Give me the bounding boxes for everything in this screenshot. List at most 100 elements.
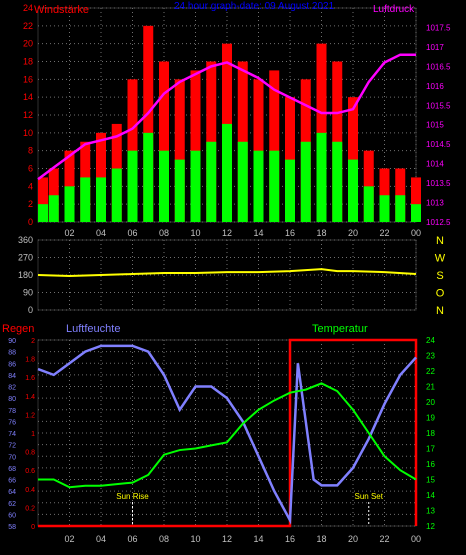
x-tick-label: 18: [316, 534, 326, 544]
sun-marker-label: Sun Set: [355, 492, 384, 501]
humidity-tick-label: 62: [8, 501, 16, 508]
y-tick-label-left: 16: [23, 74, 33, 84]
y-tick-label-left: 90: [23, 288, 33, 298]
y-tick-label-right: 1012.5: [426, 218, 451, 227]
rain-tick-label: 0.4: [25, 487, 35, 494]
humidity-tick-label: 66: [8, 478, 16, 485]
temperature-tick-label: 13: [426, 507, 435, 516]
y-tick-label-left: 24: [23, 3, 33, 13]
temperature-tick-label: 15: [426, 476, 435, 485]
humidity-line: [37, 344, 417, 525]
wind-gust-bar: [174, 79, 185, 222]
wind-mean-bar: [269, 150, 280, 222]
humidity-tick-label: 78: [8, 408, 16, 415]
y-tick-label-left: 270: [18, 253, 33, 263]
humidity-tick-label: 70: [8, 454, 16, 461]
y-tick-label-left: 20: [23, 39, 33, 49]
wind-mean-bar: [253, 150, 264, 222]
wind-mean-bar: [237, 141, 248, 222]
y-tick-label-left: 2: [28, 199, 33, 209]
temperature-tick-label: 24: [426, 336, 435, 345]
temperature-tick-label: 20: [426, 398, 435, 407]
x-tick-label: 14: [253, 534, 263, 544]
y-tick-label-right: 1014.5: [426, 140, 451, 149]
humidity-axis-ticks: 58 60 62 64 66 68 70 72 74 76 78 80 82 84 86 88 90: [8, 338, 16, 531]
temperature-tick-label: 12: [426, 522, 435, 531]
x-tick-label: 22: [379, 228, 389, 238]
temperature-tick-label: 22: [426, 367, 435, 376]
rain-tick-label: 0: [31, 524, 35, 531]
wind-mean-bar: [222, 123, 232, 222]
y-tick-label-left: 18: [23, 57, 33, 67]
y-tick-label-left: 4: [28, 181, 33, 191]
rain-tick-label: 2: [31, 338, 35, 345]
temperature-axis-ticks: 12 13 14 15 16 17 18 19 20 21 22 23 24: [426, 336, 435, 531]
y-tick-label-right: 1017: [426, 43, 444, 52]
rain-label: Regen: [2, 323, 34, 335]
y-tick-label-left: 10: [23, 128, 33, 138]
y-tick-label-left: 8: [28, 146, 33, 156]
rain-tick-label: 1.4: [25, 394, 35, 401]
y-tick-label-right: 1013: [426, 199, 444, 208]
x-tick-label: 06: [127, 228, 137, 238]
left-axis-label: Windstärke: [34, 4, 89, 16]
right-axis-ticks: 1012.5 1013 1013.5 1014 1014.5 1015 1015.5 1016…: [426, 23, 451, 227]
compass-label: S: [436, 270, 443, 282]
x-tick-label: 10: [190, 228, 200, 238]
rain-tick-label: 1.6: [25, 375, 35, 382]
wind-mean-bar: [363, 186, 374, 222]
wind-gust-bar: [269, 70, 280, 223]
y-tick-label-left: 360: [18, 235, 33, 245]
pressure-line: [37, 53, 416, 181]
rain-line: [38, 338, 418, 528]
humidity-tick-label: 80: [8, 396, 16, 403]
x-tick-label: 18: [316, 228, 326, 238]
x-tick-label: 16: [285, 228, 295, 238]
wind-mean-bar: [332, 141, 343, 222]
wind-gust-bar: [190, 70, 201, 223]
compass-label: N: [436, 305, 444, 317]
wind-mean-bar: [300, 141, 311, 222]
x-axis-ticks: 02 04 06 08 10 12 14 16 18 20 22 00: [64, 228, 421, 238]
y-tick-label-right: 1015: [426, 121, 444, 130]
y-tick-label-left: 180: [18, 270, 33, 280]
y-tick-label-left: 22: [23, 21, 33, 31]
temperature-line: [38, 382, 417, 489]
wind-mean-bar: [411, 204, 421, 222]
wind-mean-bar: [174, 159, 185, 222]
wind-mean-bar: [143, 132, 154, 222]
x-axis-ticks: 02 04 06 08 10 12 14 16 18 20 22 00: [64, 534, 421, 544]
y-tick-label-left: 14: [23, 92, 33, 102]
wind-mean-bar: [48, 195, 59, 222]
humidity-tick-label: 76: [8, 419, 16, 426]
rain-tick-label: 0.8: [25, 450, 35, 457]
x-tick-label: 08: [159, 228, 169, 238]
x-tick-label: 20: [348, 228, 358, 238]
humidity-tick-label: 58: [8, 524, 16, 531]
wind-mean-bar: [285, 159, 295, 222]
compass-label: W: [435, 253, 446, 265]
wind-mean-bar: [127, 150, 138, 222]
sun-markers: Sun Rise Sun Set: [116, 492, 384, 526]
x-tick-label: 12: [222, 228, 232, 238]
humidity-tick-label: 68: [8, 466, 16, 473]
humidity-tick-label: 72: [8, 443, 16, 450]
compass-label: N: [436, 235, 444, 247]
right-axis-label: Luftdruck: [373, 4, 415, 15]
y-tick-label-right: 1015.5: [426, 101, 451, 110]
wind-gust-bar: [159, 61, 169, 222]
x-tick-label: 22: [379, 534, 389, 544]
temperature-tick-label: 19: [426, 414, 435, 423]
wind-mean-bar: [111, 168, 122, 222]
wind-gust-bar: [143, 25, 154, 223]
temperature-tick-label: 21: [426, 383, 435, 392]
humidity-tick-label: 64: [8, 489, 16, 496]
humidity-tick-label: 82: [8, 385, 16, 392]
humidity-tick-label: 84: [8, 373, 16, 380]
rain-tick-label: 1.8: [25, 357, 35, 364]
wind-mean-bar: [190, 150, 201, 222]
rain-tick-label: 1.2: [25, 412, 35, 419]
